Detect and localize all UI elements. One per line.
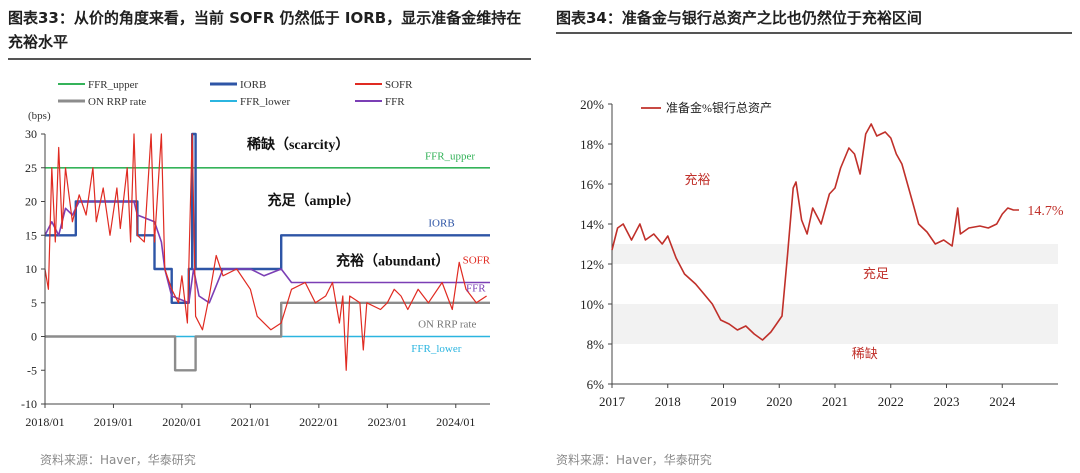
label-on-rrp: ON RRP rate — [418, 319, 476, 331]
y-tick-label: 10% — [580, 297, 604, 312]
annotation-scarce: 稀缺 — [852, 346, 878, 361]
source-note-left: 资料来源：Haver，华泰研究 — [40, 453, 196, 467]
y-tick-label: -5 — [27, 363, 37, 377]
legend-label-3: ON RRP rate — [88, 96, 146, 108]
chart34-title: 图表34：准备金与银行总资产之比也仍然位于充裕区间 — [556, 9, 922, 27]
y-tick-label: 8% — [587, 337, 605, 352]
legend-label: 准备金%银行总资产 — [666, 100, 772, 115]
y-tick-label: 15 — [25, 228, 37, 242]
x-tick-label: 2022 — [878, 394, 904, 409]
x-tick-label: 2019 — [711, 394, 737, 409]
label-ffr-upper: FFR_upper — [425, 151, 475, 163]
title-rule-right — [556, 32, 1072, 34]
x-tick-label: 2018/01 — [25, 415, 64, 429]
x-tick-label: 2017 — [599, 394, 626, 409]
legend-label-1: IORB — [240, 79, 266, 91]
chart33-legend: FFR_upper IORB SOFR ON RRP rate FFR_lower FFR — [58, 79, 413, 108]
y-tick-label: 25 — [25, 161, 37, 175]
y-tick-label: 30 — [25, 127, 37, 141]
series-line-reserves-ratio — [611, 123, 1019, 341]
x-tick-label: 2018 — [655, 394, 681, 409]
band-0 — [612, 244, 1058, 264]
x-tick-label: 2023/01 — [368, 415, 407, 429]
y-tick-label: 20% — [580, 97, 604, 112]
y-tick-label: 5 — [31, 296, 37, 310]
y-tick-label: 16% — [580, 177, 604, 192]
y-tick-label: 10 — [25, 262, 37, 276]
annotation-ample: 充足（ample） — [268, 192, 361, 209]
y-tick-label: 18% — [580, 137, 604, 152]
y-axis-unit-label: (bps) — [28, 110, 51, 122]
y-tick-label: 20 — [25, 195, 37, 209]
annotation-scarcity: 稀缺（scarcity） — [247, 136, 349, 153]
source-note-right: 资料来源：Haver，华泰研究 — [556, 453, 712, 467]
label-ffr: FFR — [466, 282, 486, 294]
x-tick-label: 2021/01 — [231, 415, 270, 429]
y-tick-label: 6% — [587, 377, 605, 392]
x-tick-label: 2023 — [934, 394, 960, 409]
legend-label-0: FFR_upper — [88, 79, 138, 91]
label-sofr: SOFR — [463, 255, 491, 267]
x-tick-label: 2019/01 — [94, 415, 133, 429]
x-tick-label: 2024 — [989, 394, 1016, 409]
legend-label-5: FFR — [385, 96, 405, 108]
x-tick-label: 2020/01 — [162, 415, 201, 429]
y-tick-label: 14% — [580, 217, 604, 232]
y-tick-label: 0 — [31, 330, 37, 344]
x-tick-label: 2022/01 — [299, 415, 338, 429]
y-tick-label: 12% — [580, 257, 604, 272]
chart33-title: 图表33：从价的角度来看，当前 SOFR 仍然低于 IORB，显示准备金维持在充… — [8, 9, 522, 51]
series-line-iorb — [45, 132, 490, 304]
label-iorb: IORB — [428, 217, 454, 229]
annotation-abundant: 充裕 — [684, 172, 710, 187]
series-line-on-rrp — [45, 301, 490, 372]
legend-label-4: FFR_lower — [240, 96, 290, 108]
legend-label-2: SOFR — [385, 79, 413, 91]
x-tick-label: 2021 — [822, 394, 848, 409]
title-rule-left — [8, 58, 531, 60]
x-tick-label: 2020 — [766, 394, 792, 409]
series-line-ffr — [44, 200, 490, 304]
band-1 — [612, 304, 1058, 344]
label-ffr-lower: FFR_lower — [411, 343, 461, 355]
last-value-label: 14.7% — [1027, 204, 1064, 219]
chart34-plot: 20% 18% 16% 14% 12% 10% 8% 6% 2017 2018 2019 2020 20… — [580, 97, 1064, 409]
x-tick-label: 2024/01 — [436, 415, 475, 429]
annotation-abundant: 充裕（abundant） — [336, 253, 450, 270]
y-tick-label: -10 — [21, 397, 37, 411]
series-line-sofr — [44, 133, 487, 371]
annotation-ample: 充足 — [863, 266, 889, 281]
